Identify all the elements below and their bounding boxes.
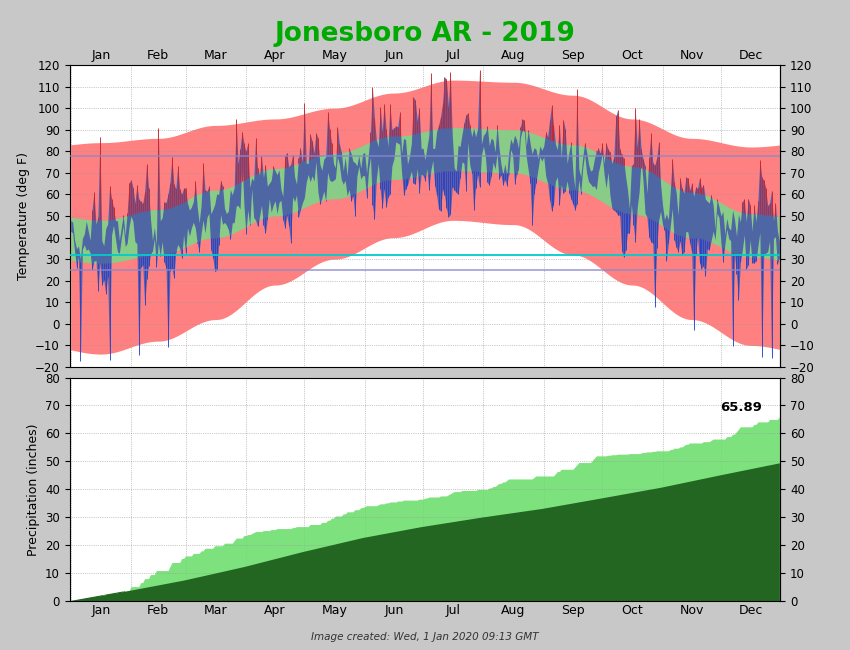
Text: 65.89: 65.89: [720, 401, 762, 414]
Y-axis label: Precipitation (inches): Precipitation (inches): [26, 423, 40, 556]
Text: Jonesboro AR - 2019: Jonesboro AR - 2019: [275, 21, 575, 47]
Text: Image created: Wed, 1 Jan 2020 09:13 GMT: Image created: Wed, 1 Jan 2020 09:13 GMT: [311, 632, 539, 642]
Y-axis label: Temperature (deg F): Temperature (deg F): [17, 152, 30, 280]
